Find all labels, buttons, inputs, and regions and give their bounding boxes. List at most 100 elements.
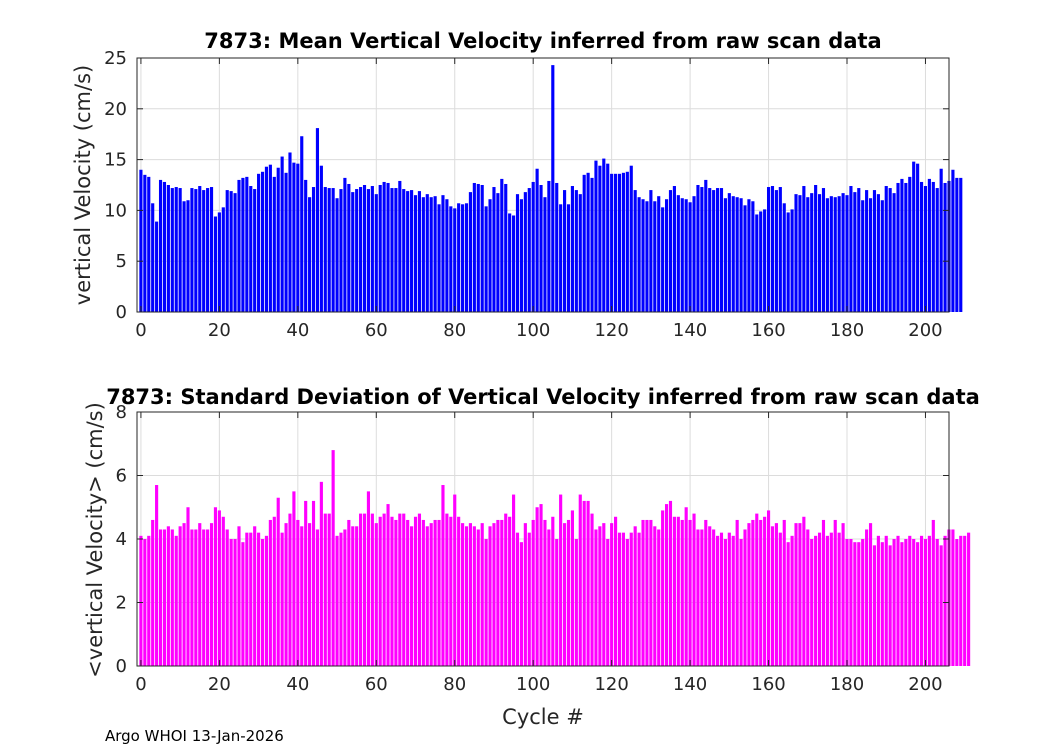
bottom-bar-200: [923, 539, 928, 666]
top-bar-141: [692, 196, 696, 312]
bottom-bar-32: [264, 535, 269, 666]
bottom-y-tick-label-8: 8: [116, 402, 127, 423]
bottom-bar-67: [402, 513, 406, 666]
top-axes-box: [136, 57, 950, 313]
top-bar-21: [221, 207, 225, 312]
top-bar-203: [935, 188, 939, 312]
top-bar-54: [351, 192, 355, 312]
bottom-x-tick-label-160: 160: [751, 674, 785, 695]
bottom-bar-120: [610, 523, 614, 667]
bottom-bar-150: [727, 532, 731, 666]
bottom-bar-90: [492, 523, 496, 667]
top-bar-112: [578, 194, 582, 312]
top-bar-197: [912, 161, 916, 312]
top-bar-149: [723, 198, 727, 312]
top-bar-119: [606, 163, 610, 312]
bottom-bar-133: [661, 510, 665, 666]
top-bar-64: [390, 188, 394, 312]
bottom-bar-30: [257, 532, 261, 666]
bottom-bar-201: [927, 535, 931, 666]
bottom-bar-185: [865, 529, 869, 666]
bottom-bar-164: [782, 519, 786, 666]
top-bar-134: [665, 199, 669, 312]
top-bar-123: [621, 172, 625, 312]
top-bar-15: [198, 186, 202, 312]
top-bar-138: [680, 198, 684, 312]
top-bar-153: [739, 198, 743, 312]
bottom-bar-109: [566, 519, 571, 666]
top-bar-110: [570, 186, 574, 312]
top-bar-35: [276, 167, 280, 312]
bottom-bar-42: [304, 500, 308, 666]
bottom-bar-39: [292, 491, 296, 667]
top-bar-177: [833, 197, 837, 312]
top-bar-111: [574, 190, 578, 312]
top-bar-151: [731, 196, 735, 312]
bottom-bar-205: [943, 535, 947, 666]
top-bar-20: [217, 212, 221, 312]
top-bar-99: [527, 188, 531, 312]
bottom-bar-199: [919, 535, 924, 666]
bottom-bar-61: [378, 516, 382, 666]
bottom-bar-6: [162, 529, 167, 666]
bottom-bar-118: [602, 523, 606, 667]
top-bar-114: [586, 172, 590, 312]
bottom-bar-121: [614, 516, 618, 666]
bottom-bar-7: [166, 526, 170, 666]
bottom-bar-18: [209, 523, 214, 667]
top-bar-145: [708, 188, 712, 312]
top-bar-202: [931, 181, 935, 312]
bottom-bar-196: [908, 535, 912, 666]
bottom-x-tick-label-80: 80: [443, 674, 466, 695]
bottom-bar-173: [817, 532, 822, 666]
bottom-bar-74: [429, 523, 433, 667]
bottom-bar-10: [178, 526, 182, 666]
bottom-bar-184: [861, 539, 865, 666]
bottom-bar-68: [406, 519, 410, 666]
top-bar-205: [943, 182, 947, 312]
bottom-bar-22: [225, 529, 229, 666]
top-bar-84: [468, 192, 472, 312]
top-bar-139: [684, 199, 688, 312]
bottom-x-tick-label-40: 40: [286, 674, 309, 695]
bottom-bar-84: [468, 523, 472, 667]
bottom-bar-31: [260, 539, 265, 666]
bottom-bar-104: [547, 529, 551, 666]
bottom-bar-4: [155, 485, 159, 666]
top-bar-3: [151, 203, 155, 312]
top-bar-37: [284, 172, 288, 312]
bottom-bar-71: [417, 513, 422, 666]
top-x-tick-label-40: 40: [286, 320, 309, 341]
bottom-bar-91: [496, 519, 500, 666]
bottom-bar-13: [190, 529, 194, 666]
top-bar-34: [272, 176, 276, 312]
top-bar-116: [594, 160, 598, 312]
top-bar-130: [649, 190, 653, 312]
top-bar-33: [268, 164, 272, 312]
top-bar-73: [425, 194, 429, 312]
bottom-bar-80: [453, 494, 457, 666]
bottom-x-axis-label: Cycle #: [502, 705, 584, 729]
bottom-bar-176: [829, 532, 833, 666]
top-bar-200: [923, 186, 928, 312]
bottom-bar-186: [868, 523, 873, 667]
top-bar-117: [598, 165, 602, 312]
top-bar-56: [359, 187, 363, 312]
bottom-bar-178: [837, 532, 841, 666]
top-bar-118: [602, 158, 606, 312]
top-bar-95: [512, 215, 516, 312]
bottom-bar-20: [217, 510, 221, 666]
bottom-bar-107: [559, 494, 563, 666]
top-bar-61: [378, 185, 382, 312]
bottom-bar-78: [445, 513, 449, 666]
top-bar-175: [825, 198, 829, 312]
bottom-bar-101: [535, 507, 539, 666]
bottom-bar-160: [766, 510, 771, 666]
top-bar-49: [331, 188, 335, 312]
bottom-bar-165: [786, 542, 790, 666]
bottom-bar-33: [268, 519, 272, 666]
bottom-ticks: 0 20 40 60 80 100 120 140 160 180 200 0 2 4 6 8: [116, 402, 949, 695]
bottom-bar-172: [814, 535, 818, 666]
top-bar-28: [249, 186, 253, 312]
